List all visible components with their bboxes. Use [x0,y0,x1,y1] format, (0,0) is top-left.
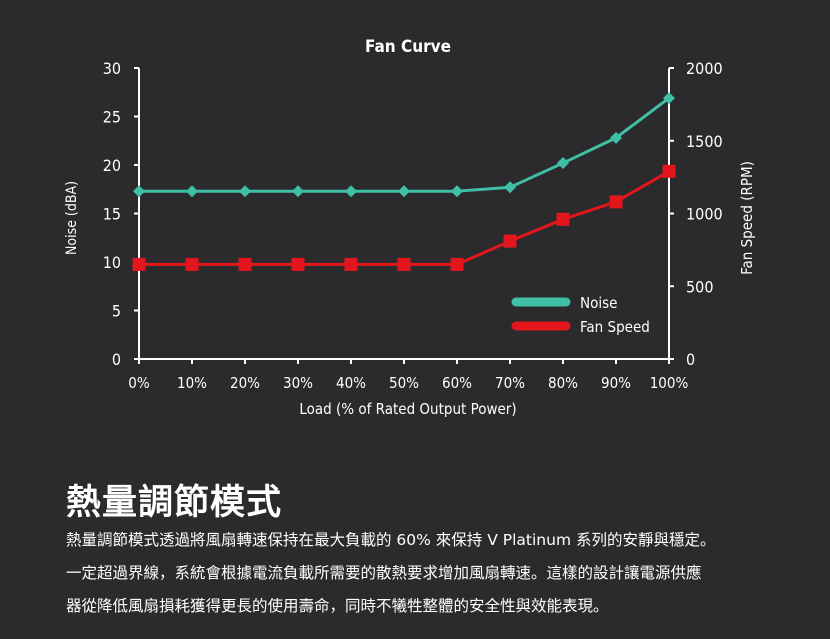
fan-curve-chart: 0 5 10 15 20 25 30 0 500 1000 1500 2000 0% 10% 20% 30% 4… [64,37,756,418]
x-tick-label: 90% [601,374,631,392]
noise-point [292,185,304,198]
x-tick-label: 80% [548,374,578,392]
chart-series [132,92,676,271]
section-body: 熱量調節模式透過將風扇轉速保持在最大負載的 60% 來保持 V Platinum… [66,524,786,623]
noise-point [663,92,675,105]
y2-axis-label: Fan Speed (RPM) [738,161,756,275]
fan-speed-point [609,195,623,209]
noise-point [610,131,622,144]
y2-tick-label: 1000 [686,205,723,224]
noise-point [504,181,516,194]
y-tick-label: 25 [103,108,121,127]
noise-point [557,157,569,170]
y2-tick-label: 500 [686,277,713,296]
section-body-line: 熱量調節模式透過將風扇轉速保持在最大負載的 60% 來保持 V Platinum… [66,531,716,549]
chart-axes [138,68,670,360]
y2-tick-label: 1500 [686,132,723,151]
y-tick-label: 0 [112,350,121,369]
x-axis-label: Load (% of Rated Output Power) [299,400,516,418]
y-tick-label: 5 [112,302,121,321]
noise-point [451,185,463,198]
noise-line [139,96,670,193]
x-tick-label: 30% [283,374,313,392]
x-tick-label: 10% [177,374,207,392]
x-tick-label: 60% [442,374,472,392]
fan-speed-point [238,257,252,271]
fan-speed-point [397,257,411,271]
fan-speed-point [450,257,464,271]
chart-title: Fan Curve [365,37,451,57]
fan-speed-point [344,257,358,271]
y-axis-label: Noise (dBA) [64,181,80,255]
legend-label-fan-speed: Fan Speed [580,318,650,336]
fan-speed-point [185,257,199,271]
y-tick-label: 10 [103,253,121,272]
section-body-line: 一定超過界線，系統會根據電流負載所需要的散熱要求增加風扇轉速。這樣的設計讓電源供… [66,564,702,582]
legend-label-noise: Noise [580,294,617,312]
y-tick-label: 15 [103,205,121,224]
fan-speed-point [556,212,570,226]
fan-speed-point [662,164,676,178]
fan-speed-point [503,234,517,248]
noise-point [186,185,198,198]
x-tick-label: 100% [650,374,689,392]
x-tick-label: 20% [230,374,260,392]
chart-ticks: 0 5 10 15 20 25 30 0 500 1000 1500 2000 0% 10% 20% 30% 4… [103,59,723,392]
fan-speed-point [291,257,305,271]
noise-point [239,185,251,198]
x-tick-label: 70% [495,374,525,392]
y-tick-label: 20 [103,156,121,175]
noise-point [345,185,357,198]
section-body-line: 器從降低風扇損耗獲得更長的使用壽命，同時不犧牲整體的安全性與效能表現。 [66,597,609,615]
fan-speed-point [132,257,146,271]
y2-tick-label: 0 [686,350,695,369]
x-tick-label: 0% [128,374,150,392]
y2-tick-label: 2000 [686,59,723,78]
noise-point [133,185,145,198]
y-tick-label: 30 [103,59,121,78]
noise-point [398,185,410,198]
section-title: 熱量調節模式 [66,483,283,523]
chart-legend: Noise Fan Speed [511,294,650,336]
x-tick-label: 50% [389,374,419,392]
x-tick-label: 40% [336,374,366,392]
